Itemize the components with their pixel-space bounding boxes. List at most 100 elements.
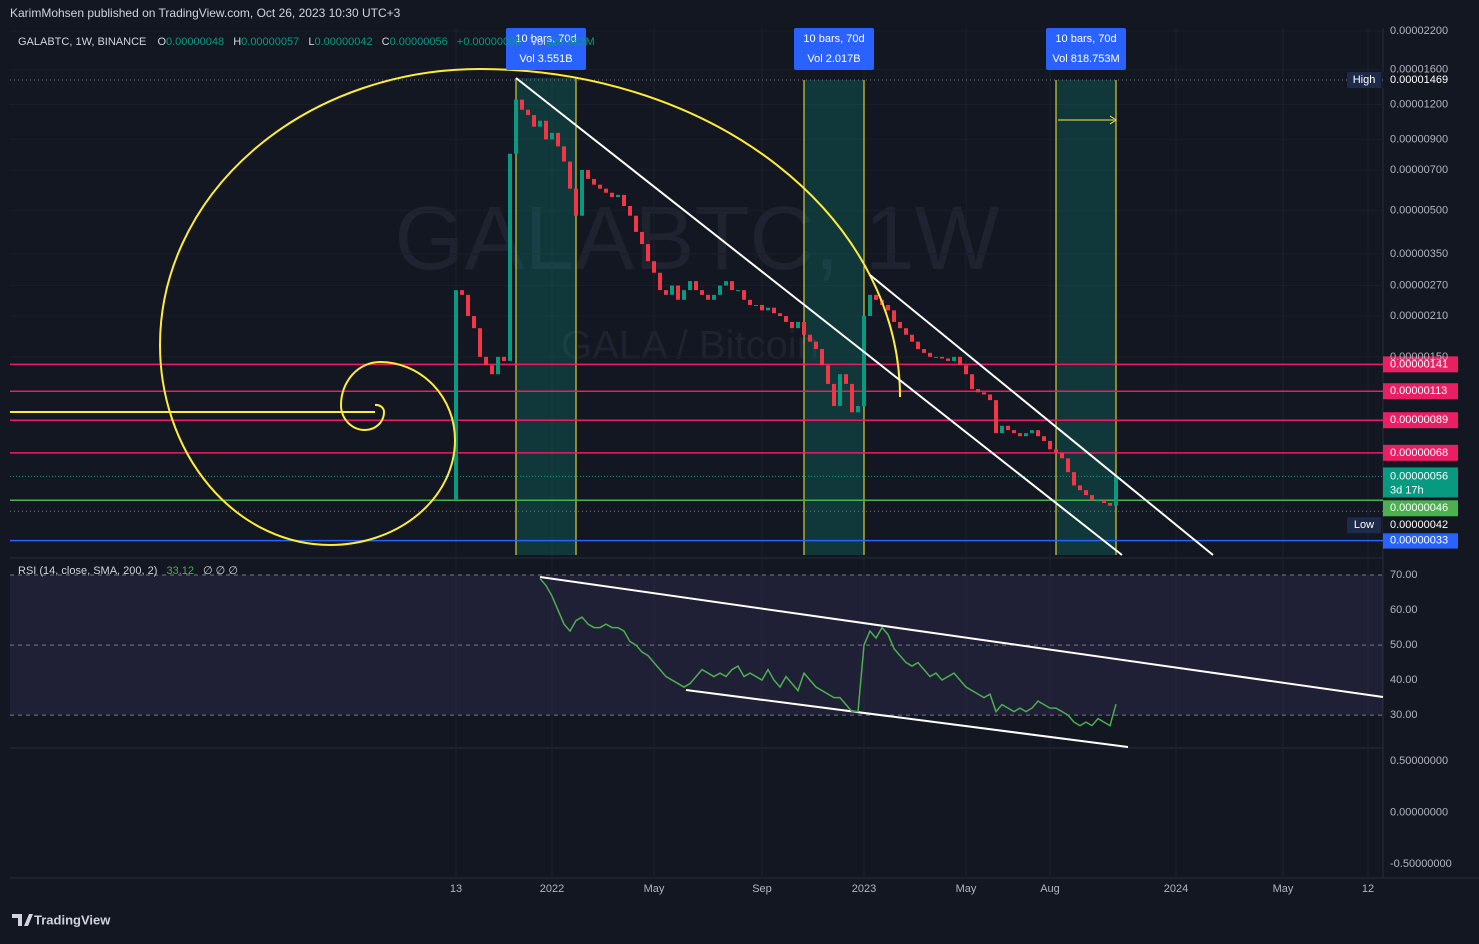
candle-body — [754, 304, 758, 306]
candle-body — [1096, 500, 1100, 502]
time-label: 2022 — [540, 883, 564, 895]
candle-body — [772, 307, 776, 314]
candle-body — [856, 406, 860, 413]
candle-body — [1000, 425, 1004, 434]
candle-body — [688, 281, 692, 291]
rsi-band — [10, 575, 1383, 716]
candle-body — [550, 132, 554, 140]
date-range-box — [1056, 80, 1116, 555]
candle-body — [952, 356, 956, 361]
candle-body — [592, 178, 596, 185]
price-tick-label: 0.00000900 — [1390, 133, 1448, 145]
ohlc-key: L — [308, 36, 314, 48]
candle-body — [1084, 490, 1088, 496]
candle-body — [1054, 449, 1058, 453]
candle-body — [1024, 433, 1028, 437]
candle-body — [742, 290, 746, 300]
candle-body — [622, 194, 626, 207]
time-label: May — [644, 883, 665, 895]
candle-body — [874, 294, 878, 300]
rsi-tick-label: 30.00 — [1390, 709, 1418, 721]
candle-body — [976, 389, 980, 393]
price-tick-label: 0.00001200 — [1390, 98, 1448, 110]
candle-body — [1114, 476, 1118, 506]
level-label: 0.00000089 — [1390, 414, 1448, 426]
time-label: Sep — [752, 883, 772, 895]
candle-body — [562, 146, 566, 162]
candle-body — [478, 328, 482, 357]
candle-body — [568, 161, 572, 189]
candle-body — [676, 285, 680, 300]
candle-body — [1012, 430, 1016, 434]
candle-body — [1108, 502, 1112, 506]
candle-body — [832, 383, 836, 407]
low-name-box — [1347, 517, 1381, 534]
current-price-box — [1383, 467, 1458, 498]
range-volume: Vol 818.753M — [1052, 53, 1119, 65]
price-tick-label: 0.00000210 — [1390, 310, 1448, 322]
candle-body — [1078, 485, 1082, 491]
range-label-box — [506, 28, 586, 70]
rsi-trend-line — [685, 689, 1129, 748]
range-bars: 10 bars, 70d — [1055, 33, 1116, 45]
pane-tick-label: 0.50000000 — [1390, 755, 1448, 767]
ohlc-value: 0.00000048 — [166, 36, 224, 48]
candle-body — [730, 281, 734, 291]
candle-body — [916, 341, 920, 350]
candle-body — [1090, 495, 1094, 501]
range-label-box — [794, 28, 874, 70]
candle-body — [886, 304, 890, 311]
candle-body — [814, 341, 818, 350]
candle-body — [538, 120, 542, 127]
price-tick-label: 0.00002200 — [1390, 25, 1448, 37]
candle-body — [490, 365, 494, 375]
rsi-legend: RSI (14, close, SMA, 200, 2) 33.12 ∅ ∅ ∅ — [18, 565, 238, 577]
candle-body — [628, 206, 632, 216]
candle-body — [454, 290, 458, 501]
symbol: GALABTC, 1W, BINANCE — [18, 36, 146, 48]
range-bars: 10 bars, 70d — [515, 33, 576, 45]
watermark-title: GALABTC, 1W — [394, 189, 999, 289]
candle-body — [508, 153, 512, 361]
level-label: 0.00000046 — [1390, 502, 1448, 514]
candle-body — [694, 281, 698, 291]
candle-body — [778, 313, 782, 317]
watermark-subtitle: GALA / Bitcoin — [561, 324, 819, 368]
candle-body — [496, 356, 500, 375]
candle-body — [580, 169, 584, 216]
candle-body — [1036, 430, 1040, 437]
candle-body — [652, 261, 656, 273]
candle-body — [844, 374, 848, 384]
candle-body — [934, 356, 938, 358]
candle-body — [1018, 433, 1022, 437]
high-name-box — [1347, 72, 1381, 89]
candle-body — [646, 244, 650, 262]
candle-body — [1102, 500, 1106, 503]
candle-body — [946, 358, 950, 361]
candle-body — [520, 99, 524, 110]
ohlc-key: H — [233, 36, 241, 48]
level-label: 0.00000033 — [1390, 534, 1448, 546]
candle-body — [1066, 458, 1070, 473]
candle-body — [820, 349, 824, 366]
time-label: 2023 — [852, 883, 876, 895]
candle-body — [556, 132, 560, 147]
tv-logo — [12, 914, 33, 926]
level-label: 0.00000068 — [1390, 447, 1448, 459]
trend-line — [515, 77, 1123, 556]
candle-body — [544, 120, 548, 140]
level-label-box — [1383, 383, 1458, 400]
candle-body — [958, 356, 962, 366]
price-tick-label: 0.00000500 — [1390, 205, 1448, 217]
candle-body — [460, 290, 464, 295]
candle-body — [796, 321, 800, 329]
level-label: 0.00000141 — [1390, 358, 1448, 370]
countdown: 3d 17h — [1390, 484, 1424, 496]
candle-body — [790, 321, 794, 329]
candle-body — [574, 188, 578, 216]
time-label: 2024 — [1164, 883, 1188, 895]
low-value: 0.00000042 — [1390, 519, 1448, 531]
candle-body — [928, 352, 932, 357]
